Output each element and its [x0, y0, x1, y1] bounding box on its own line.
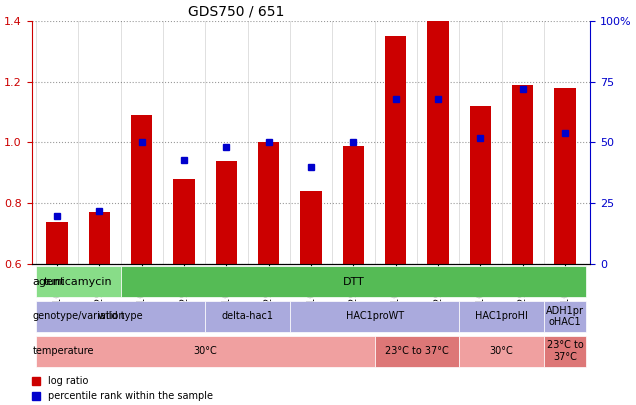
- Bar: [174, 179, 195, 264]
- Bar: [131, 115, 152, 264]
- FancyBboxPatch shape: [459, 336, 544, 367]
- Text: temperature: temperature: [32, 346, 94, 356]
- Text: DTT: DTT: [343, 277, 364, 287]
- Bar: [343, 145, 364, 264]
- FancyBboxPatch shape: [36, 301, 205, 332]
- Text: ADH1pr
oHAC1: ADH1pr oHAC1: [546, 306, 584, 327]
- Bar: [385, 36, 406, 264]
- Bar: [512, 85, 534, 264]
- Legend: log ratio, percentile rank within the sample: log ratio, percentile rank within the sa…: [31, 376, 214, 401]
- Text: delta-hac1: delta-hac1: [221, 311, 273, 322]
- Text: HAC1proWT: HAC1proWT: [345, 311, 404, 322]
- Text: 30°C: 30°C: [193, 346, 217, 356]
- FancyBboxPatch shape: [36, 336, 375, 367]
- FancyBboxPatch shape: [36, 266, 121, 297]
- Text: 23°C to
37°C: 23°C to 37°C: [547, 341, 583, 362]
- Text: agent: agent: [32, 277, 65, 287]
- Bar: [300, 191, 322, 264]
- FancyBboxPatch shape: [121, 266, 586, 297]
- Text: 30°C: 30°C: [490, 346, 513, 356]
- Text: wild type: wild type: [98, 311, 143, 322]
- Text: GDS750 / 651: GDS750 / 651: [188, 4, 284, 18]
- FancyBboxPatch shape: [544, 301, 586, 332]
- Bar: [470, 106, 491, 264]
- FancyBboxPatch shape: [375, 336, 459, 367]
- Bar: [216, 161, 237, 264]
- Bar: [427, 21, 448, 264]
- Text: 23°C to 37°C: 23°C to 37°C: [385, 346, 449, 356]
- Bar: [46, 222, 67, 264]
- Text: tunicamycin: tunicamycin: [44, 277, 113, 287]
- Text: genotype/variation: genotype/variation: [32, 311, 125, 322]
- FancyBboxPatch shape: [459, 301, 544, 332]
- Bar: [89, 213, 110, 264]
- FancyBboxPatch shape: [544, 336, 586, 367]
- FancyBboxPatch shape: [290, 301, 459, 332]
- Text: HAC1proHI: HAC1proHI: [475, 311, 528, 322]
- Bar: [258, 143, 279, 264]
- Bar: [555, 88, 576, 264]
- FancyBboxPatch shape: [205, 301, 290, 332]
